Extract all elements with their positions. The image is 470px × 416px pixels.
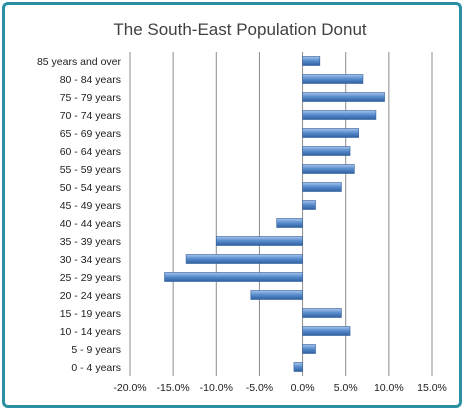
category-label: 60 - 64 years [60,146,121,158]
category-label: 15 - 19 years [60,308,121,320]
category-label: 50 - 54 years [60,182,121,194]
bar-10-14-years [302,326,351,336]
bar-15-19-years [302,308,342,318]
category-label: 30 - 34 years [60,254,121,266]
category-labels: 0 - 4 years 5 - 9 years 10 - 14 years 15 - … [37,56,122,374]
category-label: 40 - 44 years [60,218,121,230]
bar-60-64-years [302,146,351,156]
category-label: 20 - 24 years [60,290,121,302]
bar-75-79-years [302,92,385,102]
bar-80-84-years [302,74,364,84]
bar-70-74-years [302,110,377,120]
x-tick-label: 15.0% [417,382,447,394]
bar-25-29-years [164,272,303,282]
category-label: 80 - 84 years [60,74,121,86]
chart-frame [2,2,462,408]
x-tick-label: -10.0% [200,382,233,394]
bar-35-39-years [215,236,303,246]
bar-45-49-years [302,200,316,210]
category-label: 65 - 69 years [60,128,121,140]
bars [164,56,385,372]
category-label: 0 - 4 years [71,362,121,374]
bar-50-54-years [302,182,342,192]
grid-lines [129,52,433,376]
category-label: 55 - 59 years [60,164,121,176]
category-label: 25 - 29 years [60,272,121,284]
x-tick-label: 0.0% [291,382,315,394]
category-label: 35 - 39 years [60,236,121,248]
bar-85-years-and-over [302,56,321,66]
bar-30-34-years [185,254,303,264]
category-label: 85 years and over [37,56,122,68]
category-label: 45 - 49 years [60,200,121,212]
category-label: 10 - 14 years [60,326,121,338]
x-tick-label: -15.0% [157,382,190,394]
x-tick-label: -20.0% [113,382,146,394]
x-tick-label: -5.0% [246,382,273,394]
category-label: 70 - 74 years [60,110,121,122]
category-label: 5 - 9 years [71,344,121,356]
bar-65-69-years [302,128,359,138]
x-tick-labels: -20.0% -15.0% -10.0% -5.0% 0.0% 5.0% 10.0% 15.0… [113,382,447,394]
category-label: 75 - 79 years [60,92,121,104]
bar-20-24-years [250,290,303,300]
x-tick-label: 5.0% [334,382,358,394]
bar-55-59-years [302,164,355,174]
chart-title: The South-East Population Donut [113,20,367,39]
bar-5-9-years [302,344,316,354]
bar-40-44-years [276,218,303,228]
x-tick-label: 10.0% [374,382,404,394]
bar-0-4-years [293,362,303,372]
